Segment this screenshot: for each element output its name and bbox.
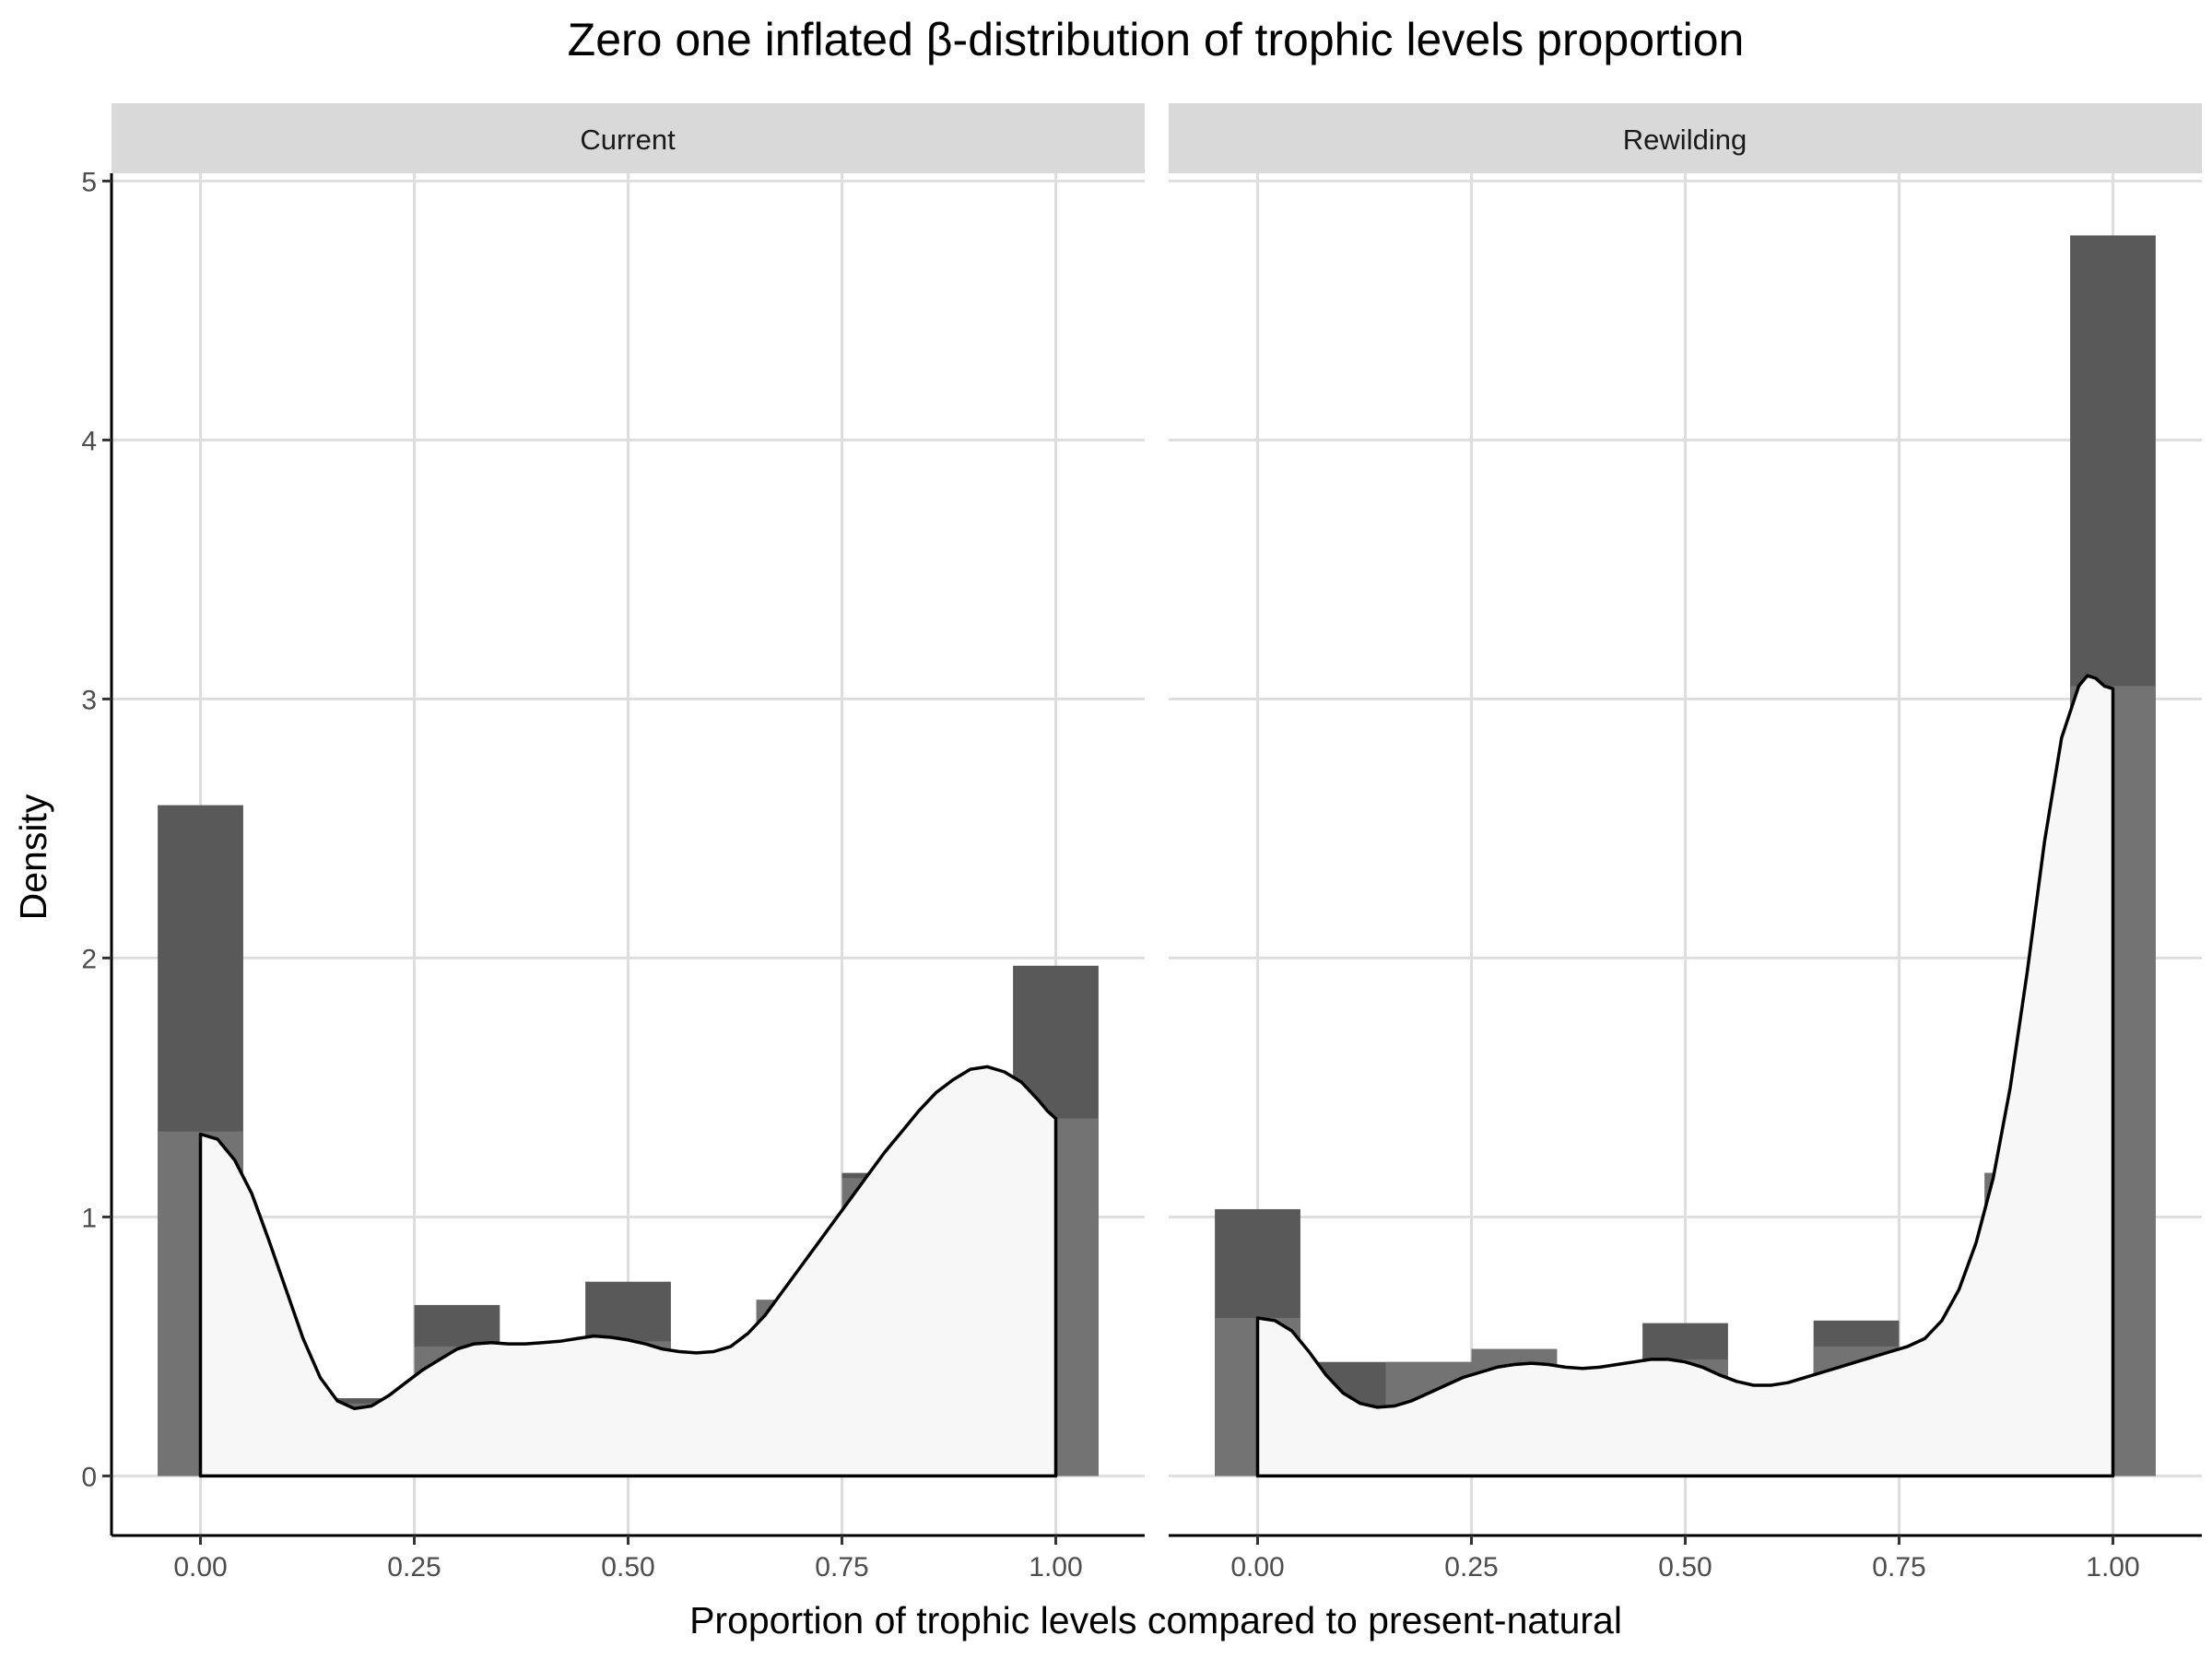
y-tick-label: 3 [81, 685, 97, 715]
x-tick-label-rewilding: 0.50 [1658, 1552, 1712, 1583]
y-tick-label: 0 [81, 1462, 97, 1492]
x-tick-label-current: 1.00 [1029, 1552, 1082, 1583]
x-axis-title: Proportion of trophic levels compared to… [689, 1599, 1622, 1641]
y-axis: 0 1 2 3 4 5 [81, 167, 113, 1535]
x-tick-label-rewilding: 0.25 [1444, 1552, 1498, 1583]
y-tick-label: 4 [81, 426, 97, 456]
x-tick-label-current: 0.00 [173, 1552, 227, 1583]
strip-current [112, 103, 1145, 173]
x-tick-label-rewilding: 0.75 [1872, 1552, 1925, 1583]
density-line-rewilding [1255, 674, 2115, 1478]
strip-rewilding [1169, 103, 2202, 173]
y-tick-label: 2 [81, 944, 97, 974]
x-tick-label-current: 0.75 [815, 1552, 868, 1583]
x-axis-current: 0.00 0.25 0.50 0.75 1.00 [112, 1534, 1145, 1583]
y-tick-label: 5 [81, 167, 97, 197]
panel-current: Current 0.00 0.25 0.50 0.75 1.00 [112, 103, 1145, 1583]
x-tick-label-current: 0.50 [601, 1552, 654, 1583]
x-tick-label-rewilding: 1.00 [2086, 1552, 2139, 1583]
density-fill-current [200, 1066, 1056, 1477]
density-fill-rewilding [1257, 676, 2113, 1477]
y-axis-title: Density [12, 794, 54, 920]
x-tick-label-rewilding: 0.00 [1230, 1552, 1284, 1583]
panel-rewilding: Rewilding 0.00 0.25 0.50 0.75 1.00 [1169, 103, 2202, 1583]
density-line-current [198, 1065, 1058, 1478]
strip-label-rewilding: Rewilding [1623, 124, 1747, 156]
y-tick-label: 1 [81, 1203, 97, 1233]
x-tick-label-current: 0.25 [387, 1552, 441, 1583]
x-axis-rewilding: 0.00 0.25 0.50 0.75 1.00 [1169, 1534, 2202, 1583]
strip-label-current: Current [580, 124, 676, 156]
chart-title: Zero one inflated β-distribution of trop… [568, 14, 1745, 65]
